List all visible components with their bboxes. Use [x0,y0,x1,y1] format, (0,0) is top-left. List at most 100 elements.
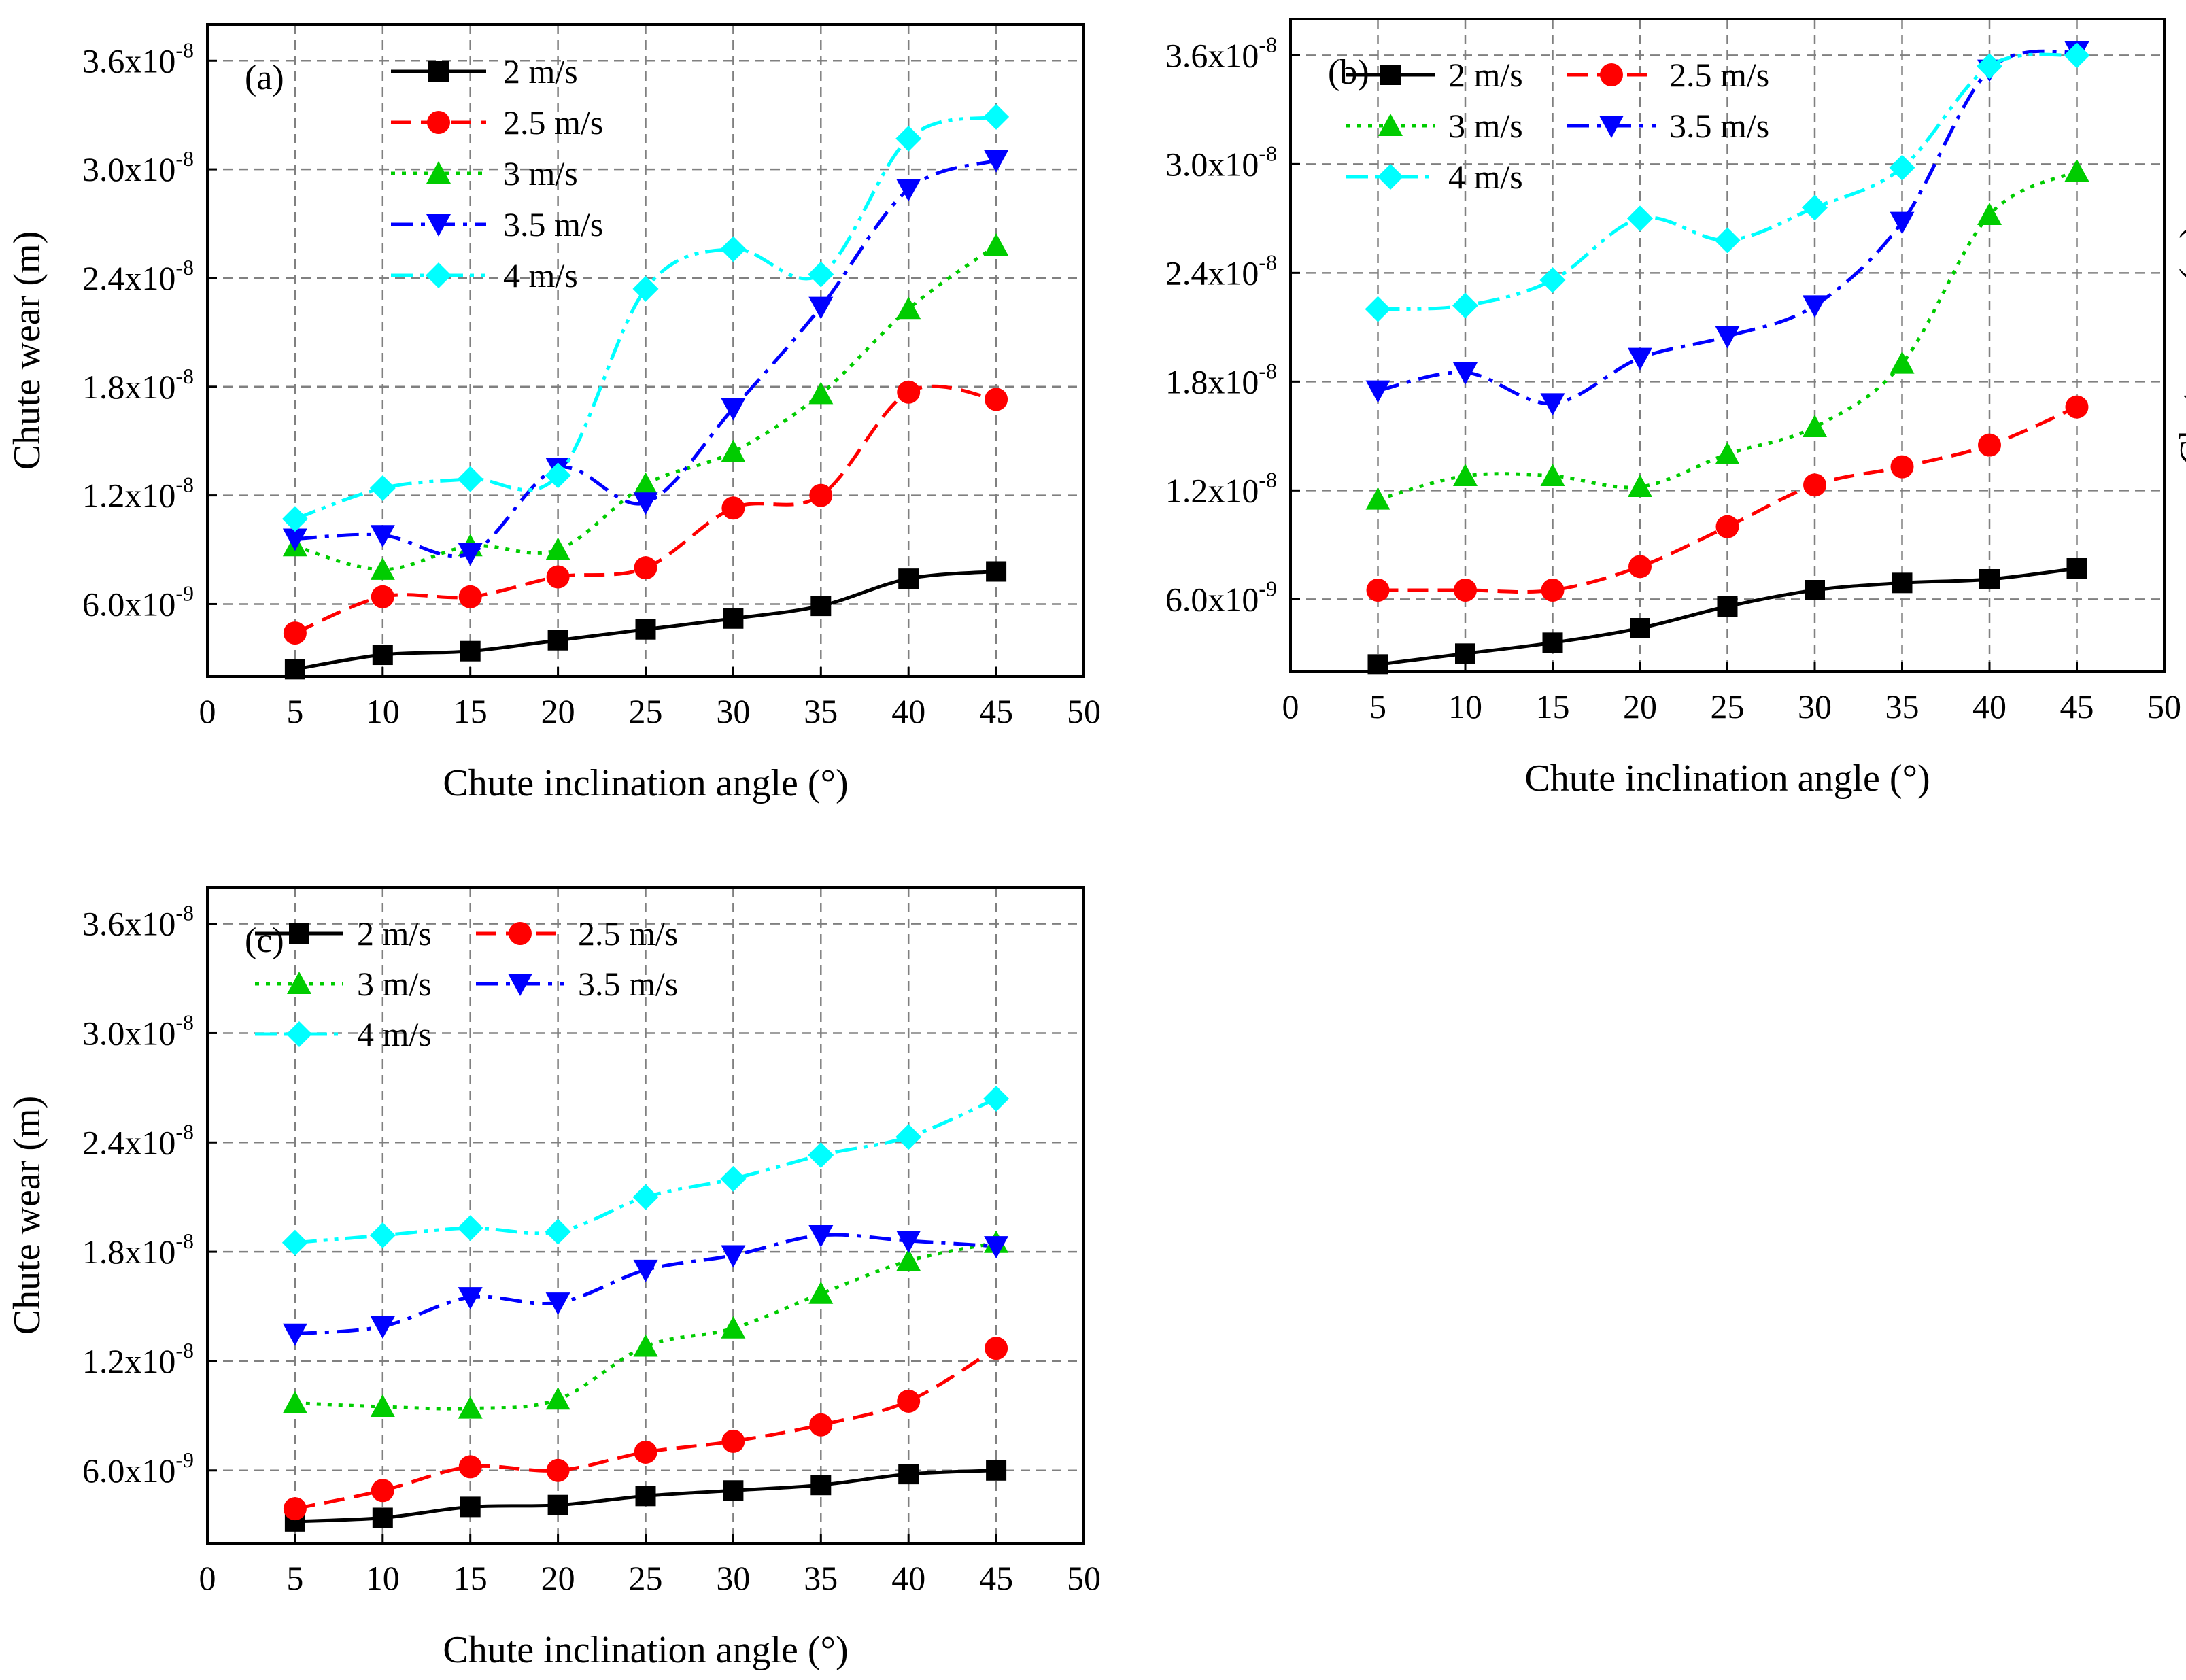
y-tick-label: 1.2x10-8 [82,1338,194,1380]
data-point [808,1224,834,1248]
legend-marker [426,214,451,237]
data-point [2064,42,2090,69]
x-tick-label: 0 [1282,687,1299,725]
data-point [2066,558,2087,579]
data-point [898,568,919,589]
y-axis-title: Chute wear (m) [6,1096,48,1335]
x-tick-label: 5 [286,1559,303,1597]
data-point [1890,351,1915,374]
data-point [1540,464,1565,486]
x-tick-label: 20 [1623,687,1657,725]
data-point [1890,455,1914,479]
legend-marker [286,1021,312,1047]
data-point [983,103,1010,130]
data-point [282,1323,307,1346]
data-point [632,275,659,302]
series-line [1377,169,2078,502]
data-point [1977,203,2002,225]
data-point [1715,442,1740,464]
data-point [896,179,921,202]
data-point [545,462,571,489]
legend-label: 3 m/s [357,965,432,1003]
data-point [371,585,394,608]
data-point [986,561,1007,582]
data-point [896,296,921,320]
data-point [896,1231,921,1254]
data-point [633,472,658,495]
data-point [369,1222,396,1248]
data-point [633,492,658,515]
data-point [634,1440,657,1464]
data-point [1979,569,2000,589]
data-point [1365,296,1391,322]
x-tick-label: 10 [366,1559,400,1597]
legend: 2 m/s 2.5 m/s 3 m/s 3.5 m/s 4 m/s [391,52,603,294]
data-point [898,1464,919,1485]
data-point [808,296,834,320]
series-line [294,1233,997,1336]
data-point [1715,515,1739,538]
legend-marker [289,923,309,944]
y-tick-label: 2.4x10-8 [1165,250,1277,292]
legend-marker [1378,114,1403,136]
legend: 2 m/s 2.5 m/s 3 m/s 3.5 m/s 4 m/s [255,914,678,1053]
data-point [545,1218,571,1245]
x-tick-label: 20 [541,692,575,730]
data-point [723,608,744,629]
data-point [985,388,1008,411]
x-axis: 0 5 10 15 20 25 30 35 40 45 50 [199,667,1101,730]
x-tick-label: 35 [1885,687,1919,725]
x-tick-label: 5 [1369,687,1386,725]
y-tick-label: 3.0x10-8 [82,1010,194,1052]
x-tick-label: 45 [2060,687,2094,725]
legend-label: 2 m/s [357,914,432,953]
data-point [1977,53,2002,80]
x-tick-label: 45 [979,1559,1013,1597]
series-line [294,158,997,558]
x-tick-label: 35 [804,692,838,730]
data-point [635,619,656,640]
x-tick-label: 25 [1711,687,1745,725]
data-point [372,1507,393,1528]
data-point [633,1259,658,1282]
data-point [983,1085,1010,1112]
data-point [1453,464,1478,486]
data-point [721,1245,746,1268]
y-tick-label: 3.6x10-8 [82,37,194,80]
x-axis: 0 5 10 15 20 25 30 35 40 45 50 [199,1534,1101,1597]
legend-label: 3 m/s [1448,107,1523,145]
data-point [985,1337,1008,1360]
data-point [370,557,395,580]
x-tick-label: 30 [1798,687,1832,725]
chart-panel-3: 0 5 10 15 20 25 30 35 40 45 50 6.0x10-9 1.2x10-8 1.8x… [6,886,1101,1671]
data-point [282,528,307,551]
data-point [1539,267,1566,293]
data-point [460,640,481,662]
chart-panel-2: 0 5 10 15 20 25 30 35 40 45 50 6.0x10-9 1.2x10-8 1.8x… [1165,18,2186,800]
data-point [808,1142,834,1169]
data-point [457,1215,483,1241]
data-point [1717,596,1738,617]
data-point [1452,292,1478,319]
data-point [547,630,568,651]
x-tick-label: 50 [2147,687,2181,725]
legend-marker [509,922,532,945]
y-tick-label: 1.8x10-8 [82,364,194,406]
x-tick-label: 10 [366,692,400,730]
data-point [370,525,395,548]
data-point [281,1229,308,1256]
data-point [720,236,747,262]
chart-panel-1: 0 5 10 15 20 25 30 35 40 45 50 6.0x10-9 1.2x10-8 1.8x… [6,23,1101,804]
data-point [458,1287,483,1310]
legend-marker [426,262,451,288]
data-point [1453,362,1478,385]
legend-label: 4 m/s [1448,158,1523,196]
data-point [1892,572,1913,594]
y-tick-label: 3.0x10-8 [82,146,194,188]
data-point [370,1394,395,1417]
data-point [1890,211,1915,235]
data-point [895,125,922,152]
x-tick-label: 40 [891,1559,925,1597]
y-tick-label: 1.2x10-8 [82,473,194,515]
